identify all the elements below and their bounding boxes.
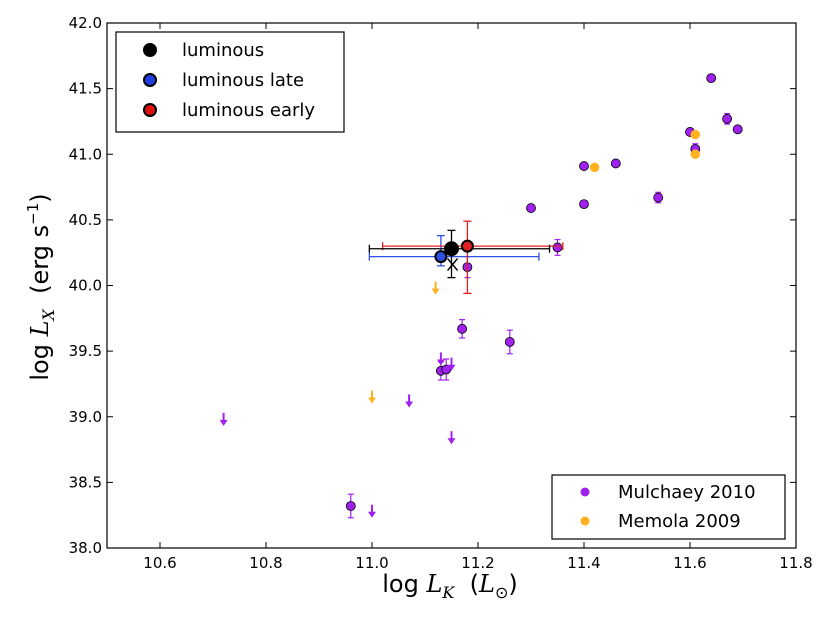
mulchaey-upper-limit-head	[219, 419, 228, 426]
y-tick-label: 41.0	[69, 145, 102, 163]
x-tick-label: 10.6	[143, 554, 176, 572]
mulchaey-upper-limit-head	[368, 511, 376, 518]
mulchaey-point	[610, 158, 621, 169]
mulchaey-point	[579, 199, 589, 210]
memola-point	[589, 162, 600, 173]
x-axis-title-close: )	[508, 570, 517, 598]
legend-label: luminous late	[182, 70, 304, 91]
y-axis-title-open: (erg s	[26, 225, 54, 309]
series-luminous	[368, 220, 564, 295]
x-axis-title-open: (	[454, 570, 479, 598]
legend-label: luminous early	[182, 100, 315, 121]
legend-marker	[143, 43, 157, 57]
legend-bottom-box	[551, 474, 786, 540]
y-tick-label: 42.0	[69, 14, 102, 32]
y-axis-title-close: )	[26, 193, 54, 202]
x-axis-title-unit-sub: ⊙	[495, 583, 508, 602]
legend-label: Memola 2009	[618, 511, 741, 532]
mulchaey-upper-limit-head	[405, 401, 414, 408]
mulchaey-point	[345, 501, 356, 511]
axis-labels: log LK (L⊙) log LX (erg s−1)	[24, 193, 518, 602]
mulchaey-point	[526, 203, 536, 213]
mulchaey-point	[732, 124, 743, 135]
y-tick-label: 39.5	[69, 342, 102, 360]
y-axis-title-sub: X	[39, 308, 58, 322]
mulchaey-point	[457, 323, 468, 334]
mulchaey-upper-limit-head	[447, 364, 456, 371]
y-tick-label: 38.0	[69, 539, 102, 557]
legend-label: Mulchaey 2010	[618, 482, 756, 503]
y-axis-title: log LX (erg s−1)	[24, 193, 58, 380]
legend-marker	[143, 103, 157, 117]
mulchaey-point	[653, 192, 664, 203]
mulchaey-point	[722, 113, 732, 124]
x-tick-label: 10.8	[249, 554, 282, 572]
legend-marker	[580, 516, 590, 526]
y-tick-label: 39.0	[69, 408, 102, 426]
axes: 10.6 10.8 11.0 11.2 11.4 11.6 11.8 38.0 38.5 39.0…	[69, 14, 813, 572]
x-axis-title-sub: K	[441, 583, 455, 602]
mulchaey-upper-limit-head	[447, 438, 456, 445]
memola-upper-limit-head	[368, 397, 376, 404]
luminous-early-point	[460, 239, 474, 253]
y-axis-title-sup: −1	[24, 203, 42, 225]
x-axis-title-prefix: log	[382, 570, 426, 598]
luminous-late-point	[434, 250, 448, 264]
legend-bottom-right: Mulchaey 2010 Memola 2009	[551, 474, 786, 540]
y-tick-label: 40.5	[69, 211, 102, 229]
memola-point	[690, 129, 701, 140]
x-tick-label: 11.6	[673, 554, 706, 572]
luminous-all-point	[444, 241, 459, 257]
series-memola-2009	[368, 129, 701, 404]
y-axis-title-prefix: log	[26, 336, 54, 380]
legend-marker	[143, 73, 157, 87]
luminous-median-x-marker	[447, 258, 459, 271]
mulchaey-point	[552, 242, 563, 253]
x-tick-label: 11.4	[567, 554, 600, 572]
mulchaey-point	[504, 337, 515, 347]
x-tick-label: 11.0	[355, 554, 388, 572]
x-tick-label: 11.2	[461, 554, 494, 572]
y-tick-label: 38.5	[69, 473, 102, 491]
x-axis-title-unit-var: L	[478, 570, 495, 598]
legend-label: luminous	[182, 40, 264, 61]
x-tick-label: 11.8	[779, 554, 812, 572]
memola-upper-limit-head	[431, 288, 440, 295]
legend-top-left: luminous luminous late luminous early	[115, 31, 345, 133]
y-axis-title-var: L	[26, 320, 54, 337]
mulchaey-point	[706, 73, 717, 84]
x-axis-title: log LK (L⊙)	[382, 570, 517, 602]
memola-point	[690, 149, 701, 159]
series-mulchaey-2010	[219, 73, 743, 519]
mulchaey-point	[441, 364, 452, 375]
x-axis-title-var: L	[425, 570, 442, 598]
y-tick-label: 41.5	[69, 80, 102, 98]
y-tick-label: 40.0	[69, 277, 102, 295]
mulchaey-point	[579, 161, 589, 171]
legend-marker	[580, 487, 590, 497]
mulchaey-upper-limit-head	[436, 359, 445, 366]
